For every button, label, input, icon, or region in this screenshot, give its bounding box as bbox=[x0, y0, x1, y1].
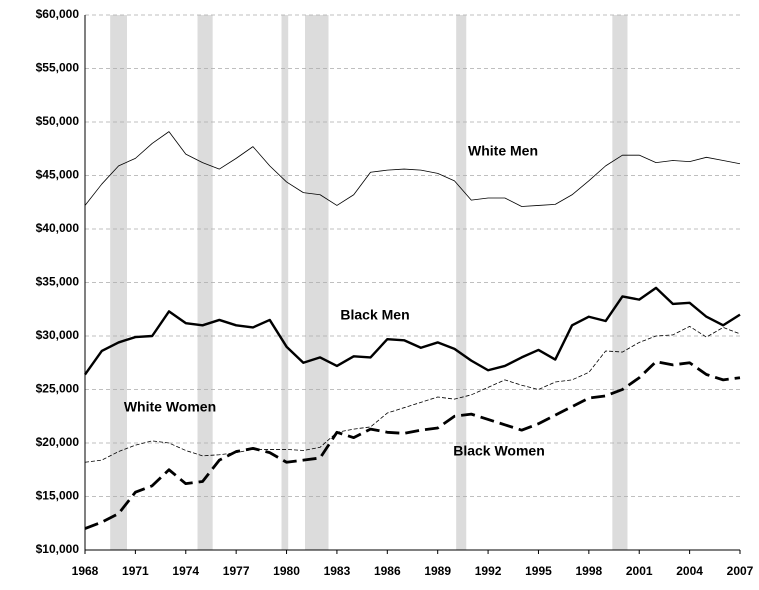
y-tick-label: $30,000 bbox=[36, 328, 80, 342]
x-tick-label: 1989 bbox=[424, 564, 451, 578]
y-tick-label: $55,000 bbox=[36, 61, 80, 75]
series-line bbox=[84, 286, 741, 376]
series-line bbox=[84, 131, 741, 207]
y-tick-label: $15,000 bbox=[36, 489, 80, 503]
x-tick-label: 1983 bbox=[324, 564, 351, 578]
series-label: White Women bbox=[124, 399, 216, 415]
x-tick-label: 1971 bbox=[122, 564, 149, 578]
x-tick-label: 1974 bbox=[172, 564, 199, 578]
x-tick-label: 2004 bbox=[676, 564, 703, 578]
series-label: Black Women bbox=[453, 443, 545, 459]
x-tick-label: 1977 bbox=[223, 564, 250, 578]
y-tick-label: $10,000 bbox=[36, 542, 80, 556]
y-tick-label: $45,000 bbox=[36, 168, 80, 182]
series-line bbox=[84, 325, 741, 463]
x-tick-label: 1980 bbox=[273, 564, 300, 578]
series-label: White Men bbox=[468, 143, 538, 159]
y-tick-label: $60,000 bbox=[36, 7, 80, 21]
y-tick-label: $50,000 bbox=[36, 114, 80, 128]
x-tick-label: 1995 bbox=[525, 564, 552, 578]
y-tick-label: $35,000 bbox=[36, 275, 80, 289]
series-line bbox=[84, 360, 741, 530]
y-tick-label: $20,000 bbox=[36, 435, 80, 449]
x-tick-label: 1992 bbox=[475, 564, 502, 578]
shaded-span bbox=[456, 15, 467, 550]
x-tick-label: 2007 bbox=[727, 564, 754, 578]
y-tick-label: $25,000 bbox=[36, 382, 80, 396]
x-tick-label: 1998 bbox=[575, 564, 602, 578]
y-tick-label: $40,000 bbox=[36, 221, 80, 235]
series-label: Black Men bbox=[340, 307, 409, 323]
x-tick-label: 1986 bbox=[374, 564, 401, 578]
x-tick-label: 1968 bbox=[72, 564, 99, 578]
x-tick-label: 2001 bbox=[626, 564, 653, 578]
shaded-span bbox=[110, 15, 127, 550]
